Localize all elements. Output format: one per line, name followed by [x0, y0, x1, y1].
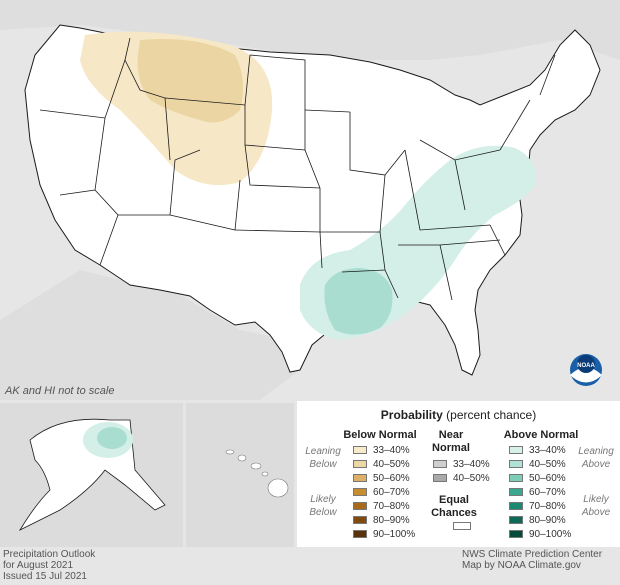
above-level-label: 70–80% [529, 500, 566, 512]
below-level-swatch [353, 502, 367, 510]
footer-right-line-1: NWS Climate Prediction Center [462, 549, 603, 560]
footer-left-line-1: Precipitation Outlook [3, 549, 96, 560]
near-level-swatch [433, 474, 447, 482]
below-level-row: 90–100% [353, 528, 415, 540]
near-level-row: 33–40% [433, 458, 490, 470]
below-level-row: 60–70% [353, 486, 410, 498]
below-level-label: 70–80% [373, 500, 410, 512]
equal-chances-swatch [453, 522, 471, 530]
likely-above-label: Likely Above [581, 494, 611, 518]
below-level-swatch [353, 460, 367, 468]
below-level-label: 80–90% [373, 514, 410, 526]
above-level-label: 60–70% [529, 486, 566, 498]
above-level-label: 50–60% [529, 472, 566, 484]
outlook-shading [80, 31, 536, 340]
footer-right: NWS Climate Prediction Center Map by NOA… [462, 549, 602, 571]
above-level-row: 70–80% [509, 500, 566, 512]
below-level-label: 50–60% [373, 472, 410, 484]
scale-note: AK and HI not to scale [5, 385, 115, 397]
above-level-swatch [509, 516, 523, 524]
likely-below-label: Likely Below [309, 494, 337, 518]
below-level-swatch [353, 530, 367, 538]
footer-right-line-2: Map by NOAA Climate.gov [462, 560, 581, 571]
below-level-label: 33–40% [373, 444, 410, 456]
below-level-row: 33–40% [353, 444, 410, 456]
above-level-label: 80–90% [529, 514, 566, 526]
above-level-row: 40–50% [509, 458, 566, 470]
near-level-swatch [433, 460, 447, 468]
footer-left-line-3: Issued 15 Jul 2021 [3, 571, 87, 582]
legend-title-sub: (percent chance) [446, 408, 537, 422]
legend-title: Probability (percent chance) [297, 408, 620, 422]
below-level-label: 60–70% [373, 486, 410, 498]
below-normal-heading: Below Normal [343, 429, 417, 441]
below-level-row: 70–80% [353, 500, 410, 512]
below-level-swatch [353, 446, 367, 454]
below-level-row: 40–50% [353, 458, 410, 470]
above-level-swatch [509, 460, 523, 468]
footer-left-line-2: for August 2021 [3, 560, 74, 571]
below-level-swatch [353, 516, 367, 524]
noaa-logo-text: NOAA [577, 363, 595, 369]
below-normal-40-50-region [137, 39, 244, 123]
footer-left: Precipitation Outlook for August 2021 Is… [3, 549, 95, 582]
above-level-row: 80–90% [509, 514, 566, 526]
above-normal-heading: Above Normal [503, 429, 579, 441]
mexico-land [0, 270, 300, 400]
leaning-above-label: Leaning Above [578, 446, 614, 470]
near-level-row: 40–50% [433, 472, 490, 484]
leaning-below-label: Leaning Below [305, 446, 341, 470]
hawaii-inset-box [186, 403, 294, 547]
below-level-swatch [353, 474, 367, 482]
below-level-row: 50–60% [353, 472, 410, 484]
above-level-label: 90–100% [529, 528, 572, 540]
canada-land [0, 0, 620, 60]
above-level-swatch [509, 502, 523, 510]
above-level-swatch [509, 446, 523, 454]
below-level-swatch [353, 488, 367, 496]
state-borders [39, 37, 556, 301]
hawaii-islands [225, 449, 289, 498]
legend-title-main: Probability [380, 408, 443, 422]
above-level-label: 40–50% [529, 458, 566, 470]
near-normal-heading: Near Normal [432, 429, 470, 454]
noaa-logo: NOAA [570, 354, 602, 386]
equal-chances-heading: Equal Chances [431, 494, 477, 519]
above-level-row: 90–100% [509, 528, 571, 540]
above-normal-40-50-region [324, 268, 393, 335]
below-level-label: 90–100% [373, 528, 416, 540]
above-level-swatch [509, 488, 523, 496]
alaska-above-40-50 [97, 427, 127, 449]
legend-panel: Probability (percent chance) Below Norma… [297, 401, 620, 547]
below-level-label: 40–50% [373, 458, 410, 470]
above-level-row: 60–70% [509, 486, 566, 498]
near-level-label: 33–40% [453, 458, 490, 470]
above-level-row: 50–60% [509, 472, 566, 484]
above-level-label: 33–40% [529, 444, 566, 456]
above-level-row: 33–40% [509, 444, 566, 456]
near-level-label: 40–50% [453, 472, 490, 484]
above-level-swatch [509, 474, 523, 482]
below-level-row: 80–90% [353, 514, 410, 526]
above-level-swatch [509, 530, 523, 538]
